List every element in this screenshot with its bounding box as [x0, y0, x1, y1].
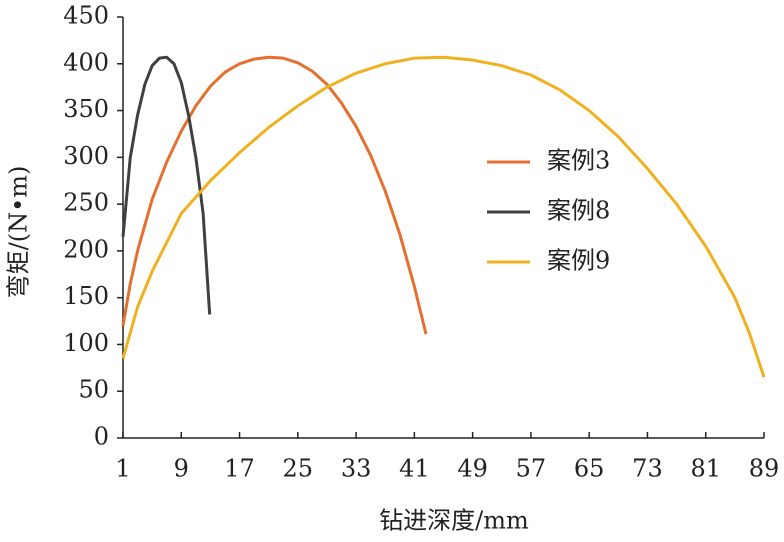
y-tick-label: 250 [63, 189, 109, 217]
y-tick-label: 300 [63, 142, 109, 170]
x-tick-label: 17 [224, 455, 255, 483]
x-tick-label: 1 [115, 455, 130, 483]
y-axis-label: 弯矩/(N•m) [5, 166, 33, 299]
x-tick-label: 9 [174, 455, 189, 483]
line-series [121, 55, 766, 378]
y-tick-label: 350 [63, 95, 109, 123]
x-axis-label: 钻进深度/mm [379, 507, 529, 535]
y-tick-label: 150 [63, 282, 109, 310]
line-series [121, 55, 212, 315]
x-tick-label: 41 [399, 455, 430, 483]
x-tick-label: 33 [341, 455, 372, 483]
y-tick-label: 400 [63, 48, 109, 76]
x-tick-label: 73 [632, 455, 663, 483]
legend-label: 案例8 [547, 197, 610, 225]
y-tick-label: 0 [94, 423, 109, 451]
line-series [121, 55, 428, 335]
x-tick-label: 57 [516, 455, 547, 483]
y-tick-label: 200 [63, 235, 109, 263]
x-tick-label: 25 [283, 455, 314, 483]
legend-label: 案例9 [547, 247, 610, 275]
x-tick-label: 89 [749, 455, 780, 483]
y-tick-label: 450 [63, 2, 109, 30]
legend-label: 案例3 [547, 147, 610, 175]
y-tick-label: 50 [78, 376, 109, 404]
x-tick-label: 81 [690, 455, 721, 483]
x-tick-label: 49 [457, 455, 488, 483]
y-tick-label: 100 [63, 329, 109, 357]
x-tick-label: 65 [574, 455, 605, 483]
